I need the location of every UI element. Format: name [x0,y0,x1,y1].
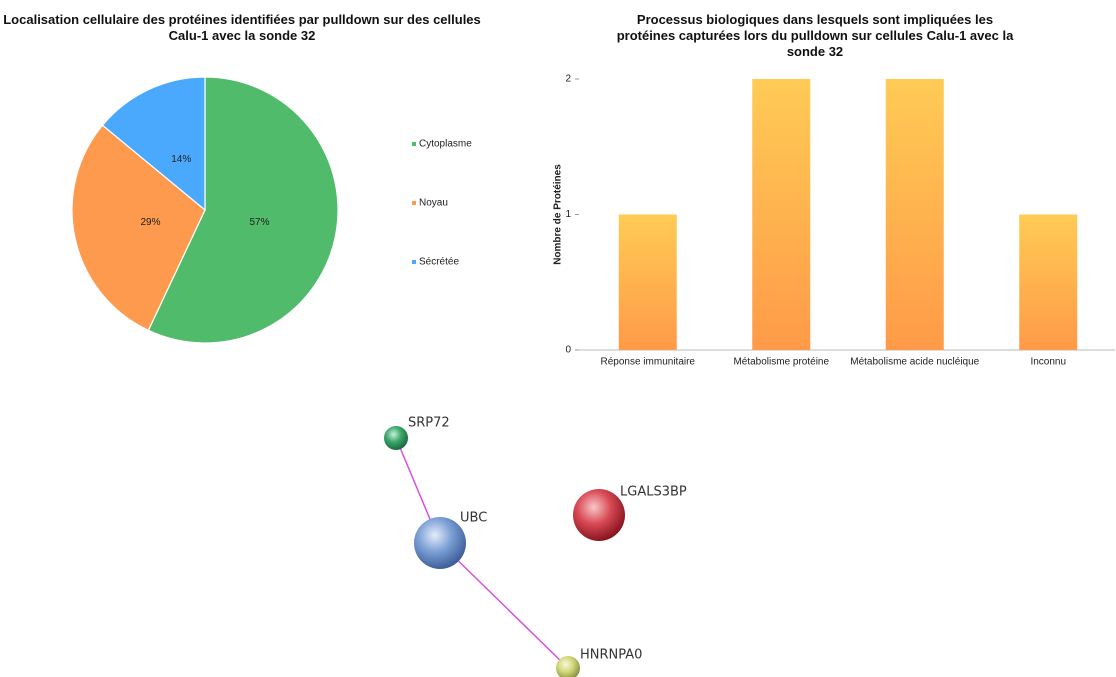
x-tick-label: Métabolisme protéine [733,357,829,368]
node [573,489,625,541]
legend-swatch [412,201,416,205]
pie-title: Localisation cellulaire des protéines id… [3,12,481,43]
pie-slice [71,124,206,332]
bar-title: Processus biologiques dans lesquels sont… [616,12,1014,59]
node [414,517,466,569]
node-label: SRP72 [408,416,450,431]
node-label: UBC [460,511,487,526]
node-label: LGALS3BP [620,485,687,500]
x-tick-label: Réponse immunitaire [601,357,696,368]
bar [752,79,811,350]
y-tick-label: 2 [565,74,571,85]
pie-slice [147,76,339,344]
node-label: HNRNPA0 [580,648,642,663]
y-tick-label: 0 [565,345,571,356]
y-axis-label: Nombre de Protéines [553,164,564,265]
node [384,426,408,450]
legend-swatch [412,260,416,264]
slice-label: 29% [140,217,160,228]
legend-swatch [412,142,416,146]
legend-label: Sécrétée [419,257,459,268]
bar [885,79,944,350]
legend-label: Cytoplasme [419,139,472,150]
slice-label: 14% [171,154,191,165]
node [556,656,580,677]
bar [1019,214,1078,350]
legend-label: Noyau [419,198,448,209]
bar [618,214,677,350]
pie-slice [101,76,206,212]
network: SRP72 UBC LGALS3BP HNRNPA0 [384,416,687,677]
x-tick-label: Métabolisme acide nucléique [850,357,979,368]
x-tick-label: Inconnu [1030,357,1066,368]
edge [439,542,569,669]
y-tick-label: 1 [565,209,571,220]
slice-label: 57% [250,217,270,228]
